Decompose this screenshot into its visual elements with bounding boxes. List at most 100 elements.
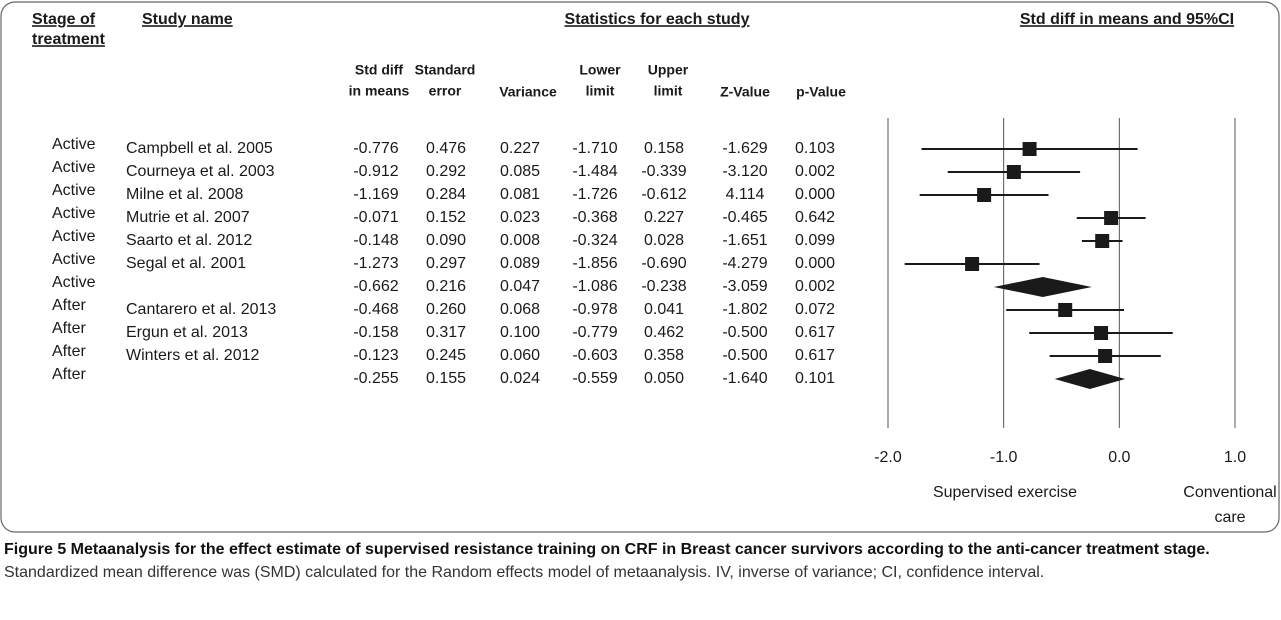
cell: -1.651 (722, 232, 767, 249)
effect-square (1104, 211, 1119, 225)
chart: Stage of treatment Study name Statistics… (0, 1, 1280, 533)
cell: -0.255 (353, 370, 398, 387)
stage: Active (52, 205, 96, 222)
cell: -0.339 (641, 163, 686, 180)
cell: -0.368 (572, 209, 617, 226)
column-header: Z-Value (720, 84, 770, 100)
study-name: Courneya et al. 2003 (126, 163, 275, 180)
cell: 0.292 (426, 163, 466, 180)
cell: 0.317 (426, 324, 466, 341)
cell: 0.245 (426, 347, 466, 364)
cell: 0.227 (500, 140, 540, 157)
cell: -0.559 (572, 370, 617, 387)
stage-header: Stage of (32, 11, 96, 28)
cell: -0.662 (353, 278, 398, 295)
caption-text: Standardized mean difference was (SMD) c… (4, 564, 1045, 581)
statistics-header: Statistics for each study (565, 11, 750, 28)
cell: -1.640 (722, 370, 767, 387)
column-header: Upper (648, 62, 689, 78)
cell: -0.978 (572, 301, 617, 318)
cell: 0.101 (795, 370, 835, 387)
caption: Figure 5 Metaanalysis for the effect est… (4, 538, 1274, 584)
cell: -1.273 (353, 255, 398, 272)
cell: 0.152 (426, 209, 466, 226)
cell: -0.500 (722, 347, 767, 364)
cell: 0.099 (795, 232, 835, 249)
cell: 0.089 (500, 255, 540, 272)
stage-header: treatment (32, 31, 106, 48)
study-name: Cantarero et al. 2013 (126, 301, 276, 318)
cell: 0.617 (795, 324, 835, 341)
study-name: Milne et al. 2008 (126, 186, 244, 203)
cell: 0.081 (500, 186, 540, 203)
x-tick-label: 1.0 (1224, 449, 1246, 466)
cell: -1.169 (353, 186, 398, 203)
cell: 0.072 (795, 301, 835, 318)
column-header: Variance (499, 84, 557, 100)
cell: -0.779 (572, 324, 617, 341)
cell: 0.002 (795, 278, 835, 295)
stage: After (52, 320, 86, 337)
cell: 0.617 (795, 347, 835, 364)
cell: 0.476 (426, 140, 466, 157)
study-name: Ergun et al. 2013 (126, 324, 248, 341)
cell: -0.612 (641, 186, 686, 203)
cell: -0.324 (572, 232, 617, 249)
cell: 0.000 (795, 186, 835, 203)
cell: -0.071 (353, 209, 398, 226)
stage: After (52, 366, 86, 383)
cell: -0.690 (641, 255, 686, 272)
frame (0, 1, 1280, 533)
cell: -1.710 (572, 140, 617, 157)
axis-note: Conventional (1183, 484, 1276, 501)
effect-square (1022, 142, 1037, 156)
cell: -0.238 (641, 278, 686, 295)
effect-square (965, 257, 980, 271)
cell: 0.024 (500, 370, 540, 387)
study-name: Mutrie et al. 2007 (126, 209, 250, 226)
cell: -0.158 (353, 324, 398, 341)
cell: -1.856 (572, 255, 617, 272)
cell: 0.103 (795, 140, 835, 157)
cell: -3.059 (722, 278, 767, 295)
effect-square (1095, 234, 1110, 248)
cell: 0.284 (426, 186, 466, 203)
plot-header: Std diff in means and 95%CI (1020, 11, 1234, 28)
column-header: p-Value (796, 84, 846, 100)
cell: 0.155 (426, 370, 466, 387)
column-header: limit (586, 83, 615, 99)
cell: -1.086 (572, 278, 617, 295)
study-name: Campbell et al. 2005 (126, 140, 273, 157)
column-header: Lower (579, 62, 621, 78)
x-tick-label: -1.0 (990, 449, 1018, 466)
cell: 0.462 (644, 324, 684, 341)
cell: 0.227 (644, 209, 684, 226)
stage: Active (52, 251, 96, 268)
cell: -1.484 (572, 163, 617, 180)
axis-note: Supervised exercise (933, 484, 1077, 501)
cell: 0.260 (426, 301, 466, 318)
study-name: Winters et al. 2012 (126, 347, 260, 364)
column-header: Std diff (355, 62, 404, 78)
effect-square (1094, 326, 1109, 340)
cell: -0.500 (722, 324, 767, 341)
effect-square (1058, 303, 1073, 317)
cell: -3.120 (722, 163, 767, 180)
column-header: in means (349, 83, 410, 99)
cell: 0.047 (500, 278, 540, 295)
cell: -0.776 (353, 140, 398, 157)
cell: -1.629 (722, 140, 767, 157)
study-name: Segal et al. 2001 (126, 255, 246, 272)
cell: 0.100 (500, 324, 540, 341)
stage: Active (52, 228, 96, 245)
x-tick-label: -2.0 (874, 449, 902, 466)
study-header: Study name (142, 11, 233, 28)
cell: -0.603 (572, 347, 617, 364)
cell: 0.000 (795, 255, 835, 272)
summary-diamond (1054, 369, 1126, 389)
cell: -0.465 (722, 209, 767, 226)
cell: 0.068 (500, 301, 540, 318)
stage: After (52, 297, 86, 314)
column-header: Standard (415, 62, 476, 78)
